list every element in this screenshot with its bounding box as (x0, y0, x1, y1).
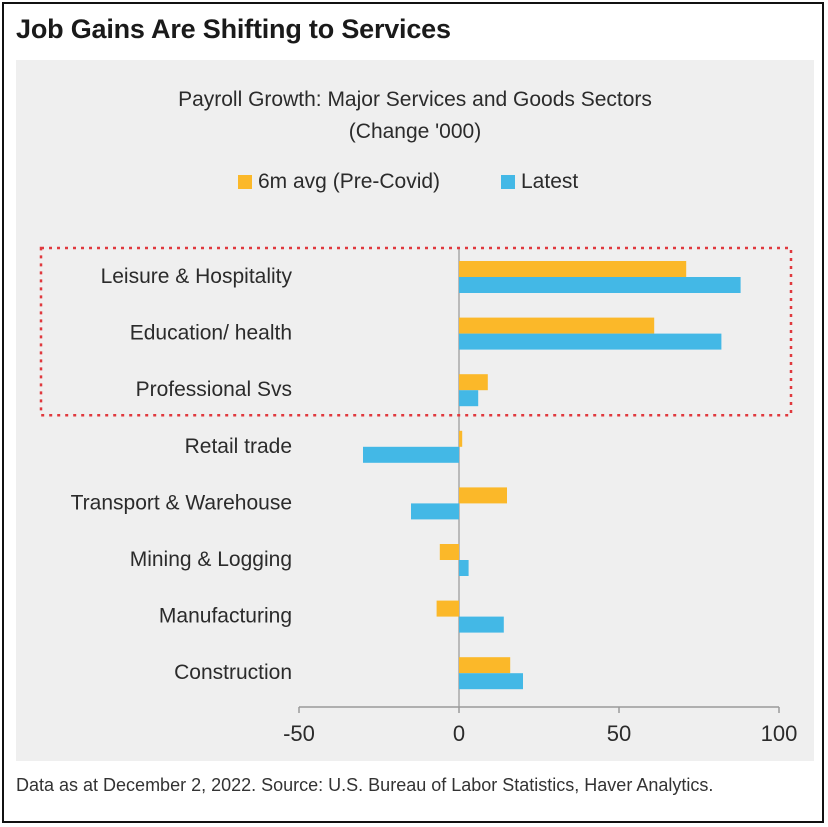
category-label: Leisure & Hospitality (101, 265, 293, 288)
category-label: Education/ health (130, 322, 292, 345)
chart-title: Payroll Growth: Major Services and Goods… (178, 88, 652, 111)
bar-pre-covid (459, 317, 655, 334)
bar-latest (459, 673, 523, 690)
bar-pre-covid (459, 430, 463, 447)
category-label: Retail trade (185, 435, 292, 458)
bar-latest (459, 616, 504, 633)
x-tick-label: 50 (607, 721, 631, 746)
chart-panel: Payroll Growth: Major Services and Goods… (16, 60, 814, 761)
x-tick-label: 0 (453, 721, 465, 746)
legend-label-latest: Latest (521, 170, 578, 193)
chart-subtitle: (Change '000) (349, 120, 481, 143)
bar-latest (459, 333, 722, 350)
bar-latest (411, 503, 459, 520)
category-label: Mining & Logging (130, 548, 292, 571)
bar-chart: Payroll Growth: Major Services and Goods… (39, 88, 798, 746)
bar-pre-covid (459, 657, 511, 674)
services-highlight-box (39, 246, 793, 417)
bar-pre-covid (459, 487, 507, 504)
category-label: Manufacturing (159, 605, 292, 628)
bar-pre-covid (459, 261, 687, 277)
category-label: Professional Svs (136, 378, 292, 401)
legend-label-pre-covid: 6m avg (Pre-Covid) (258, 170, 440, 193)
x-tick-label: -50 (283, 721, 315, 746)
x-tick-label: 100 (761, 721, 798, 746)
legend-swatch-latest (501, 175, 515, 189)
bar-latest (363, 446, 459, 463)
bar-pre-covid (436, 600, 459, 617)
source-note: Data as at December 2, 2022. Source: U.S… (16, 775, 714, 795)
legend-swatch-pre-covid (238, 175, 252, 189)
bar-latest (459, 560, 469, 576)
category-label: Construction (174, 661, 292, 684)
headline: Job Gains Are Shifting to Services (16, 14, 451, 44)
bar-pre-covid (439, 544, 459, 560)
bar-latest (459, 390, 479, 407)
bar-latest (459, 277, 741, 293)
category-label: Transport & Warehouse (71, 491, 292, 514)
bar-pre-covid (459, 374, 488, 391)
